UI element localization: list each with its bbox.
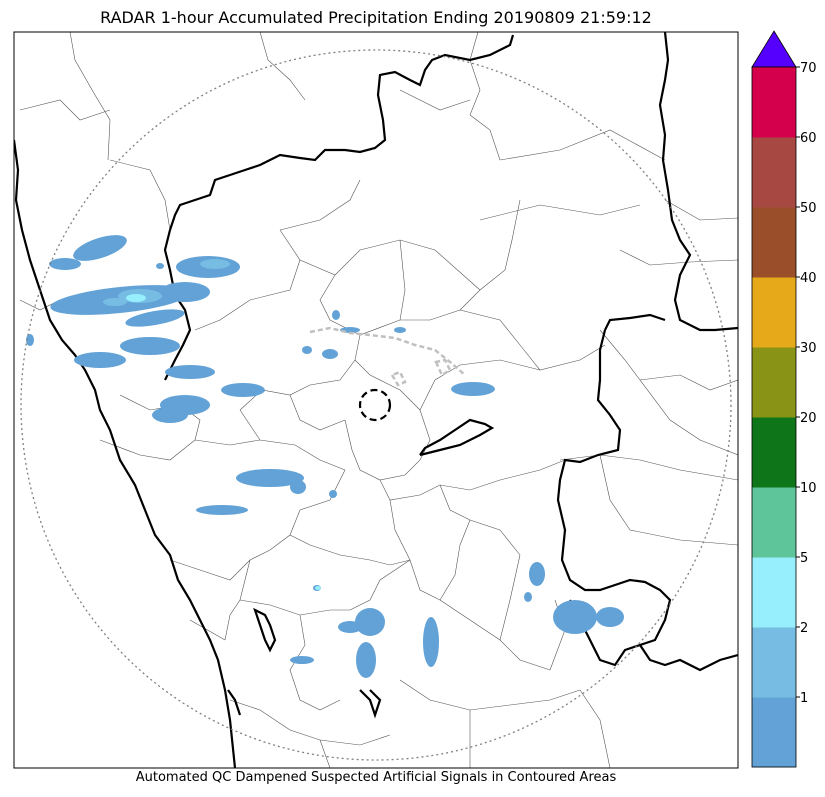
- colorbar-segment: [752, 277, 796, 348]
- colorbar-segment: [752, 557, 796, 628]
- state-borders: [14, 32, 738, 768]
- colorbar-tick-label: 50: [800, 201, 817, 216]
- colorbar-tick-label: 5: [800, 551, 808, 566]
- colorbar-segment: [752, 697, 796, 768]
- colorbar-segment: [752, 417, 796, 488]
- map-area: [14, 32, 738, 768]
- colorbar-tick-label: 2: [800, 621, 808, 636]
- colorbar-tick-label: 70: [800, 61, 817, 76]
- map-title: RADAR 1-hour Accumulated Precipitation E…: [100, 8, 652, 27]
- colorbar-segment: [752, 207, 796, 278]
- map-footer-note: Automated QC Dampened Suspected Artifici…: [135, 770, 617, 785]
- colorbar: 1 2 5 10 20 30 40 50 60 70: [751, 30, 817, 768]
- colorbar-segment: [752, 67, 796, 138]
- colorbar-tick-label: 10: [800, 481, 817, 496]
- colorbar-tick-label: 20: [800, 411, 817, 426]
- district-borders: [19, 32, 738, 768]
- qc-contour-areas: [309, 326, 466, 387]
- precipitation-5mm: [126, 294, 321, 590]
- radar-range-ring: [20, 49, 732, 761]
- colorbar-tick-label: 60: [800, 131, 817, 146]
- colorbar-segment: [752, 137, 796, 208]
- colorbar-tick-label: 1: [800, 691, 808, 706]
- colorbar-tick-label: 40: [800, 271, 817, 286]
- map-frame: [13, 31, 739, 769]
- colorbar-extend-arrow: [751, 30, 797, 68]
- colorbar-segment: [752, 347, 796, 418]
- radar-site-marker: [358, 388, 392, 422]
- precipitation-areas: [26, 235, 624, 678]
- colorbar-tick-label: 30: [800, 341, 817, 356]
- colorbar-segment: [752, 627, 796, 698]
- colorbar-segment: [752, 487, 796, 558]
